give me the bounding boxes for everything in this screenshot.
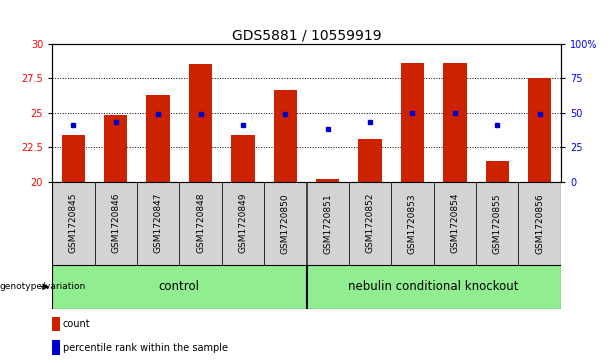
Bar xyxy=(401,63,424,182)
Bar xyxy=(231,135,254,182)
Bar xyxy=(306,182,349,265)
Bar xyxy=(52,265,306,309)
Bar xyxy=(62,135,85,182)
Bar xyxy=(316,179,340,182)
Bar xyxy=(52,317,59,331)
Text: GSM1720855: GSM1720855 xyxy=(493,193,502,254)
Bar xyxy=(528,78,551,182)
Text: nebulin conditional knockout: nebulin conditional knockout xyxy=(348,280,519,293)
Bar xyxy=(52,182,94,265)
Text: GSM1720856: GSM1720856 xyxy=(535,193,544,254)
Text: GSM1720845: GSM1720845 xyxy=(69,193,78,253)
Text: GSM1720847: GSM1720847 xyxy=(154,193,162,253)
Text: GSM1720849: GSM1720849 xyxy=(238,193,248,253)
Bar xyxy=(264,182,306,265)
Text: GSM1720852: GSM1720852 xyxy=(365,193,375,253)
Text: GSM1720846: GSM1720846 xyxy=(111,193,120,253)
Text: control: control xyxy=(159,280,200,293)
Bar xyxy=(104,115,128,182)
Bar xyxy=(137,182,180,265)
Text: count: count xyxy=(63,319,90,329)
Bar xyxy=(519,182,561,265)
Text: GSM1720848: GSM1720848 xyxy=(196,193,205,253)
Text: percentile rank within the sample: percentile rank within the sample xyxy=(63,343,228,352)
Bar xyxy=(94,182,137,265)
Title: GDS5881 / 10559919: GDS5881 / 10559919 xyxy=(232,28,381,42)
Bar xyxy=(485,161,509,182)
Text: GSM1720853: GSM1720853 xyxy=(408,193,417,254)
Bar xyxy=(222,182,264,265)
Bar xyxy=(189,64,212,182)
Text: genotype/variation: genotype/variation xyxy=(0,282,86,291)
Bar xyxy=(443,63,466,182)
Bar xyxy=(434,182,476,265)
Text: GSM1720854: GSM1720854 xyxy=(451,193,459,253)
Text: GSM1720850: GSM1720850 xyxy=(281,193,290,254)
Bar xyxy=(179,182,222,265)
Bar xyxy=(147,95,170,182)
Bar xyxy=(359,139,382,182)
Bar xyxy=(52,340,59,355)
Bar xyxy=(273,90,297,182)
Bar xyxy=(349,182,391,265)
Bar xyxy=(476,182,519,265)
Text: GSM1720851: GSM1720851 xyxy=(323,193,332,254)
Bar xyxy=(306,265,561,309)
Bar xyxy=(391,182,433,265)
